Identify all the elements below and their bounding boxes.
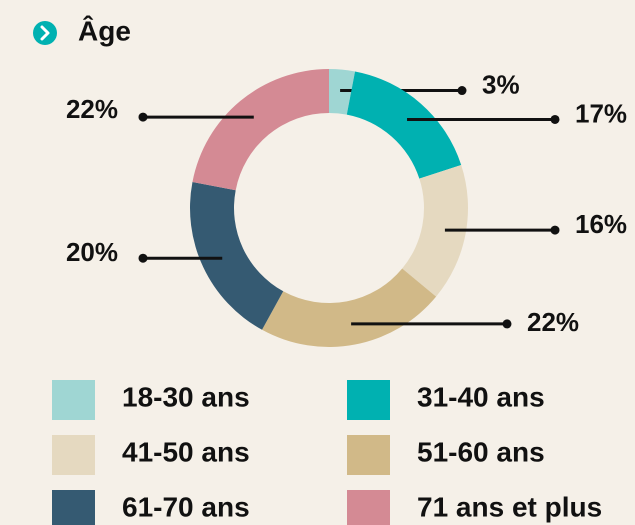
leader-dot bbox=[502, 319, 512, 329]
leader-dot bbox=[550, 114, 560, 124]
legend-swatch bbox=[347, 490, 390, 525]
title-icon-chevron bbox=[40, 25, 50, 41]
legend-label: 71 ans et plus bbox=[417, 491, 602, 522]
donut-slice bbox=[346, 71, 462, 179]
chart-title: Âge bbox=[78, 15, 131, 46]
value-label: 3% bbox=[482, 69, 520, 99]
legend-swatch bbox=[52, 490, 95, 525]
legend-swatch bbox=[52, 380, 95, 420]
legend-label: 51-60 ans bbox=[417, 436, 545, 467]
legend-label: 31-40 ans bbox=[417, 381, 545, 412]
donut-slice bbox=[192, 69, 329, 191]
donut-slice bbox=[262, 268, 437, 348]
title-icon bbox=[33, 21, 57, 45]
legend-label: 61-70 ans bbox=[122, 491, 250, 522]
legend-swatch bbox=[347, 435, 390, 475]
leader-dot bbox=[138, 112, 148, 122]
legend-swatch bbox=[347, 380, 390, 420]
leader-dot bbox=[457, 86, 467, 96]
donut-slice bbox=[402, 165, 468, 297]
leader-dot bbox=[550, 225, 560, 235]
value-label: 17% bbox=[575, 98, 627, 128]
legend-label: 18-30 ans bbox=[122, 381, 250, 412]
value-label: 20% bbox=[66, 237, 118, 267]
donut-slice bbox=[189, 181, 284, 330]
legend-label: 41-50 ans bbox=[122, 436, 250, 467]
legend-swatch bbox=[52, 435, 95, 475]
value-label: 22% bbox=[66, 94, 118, 124]
value-label: 22% bbox=[527, 307, 579, 337]
leader-dot bbox=[138, 253, 148, 263]
value-label: 16% bbox=[575, 209, 627, 239]
